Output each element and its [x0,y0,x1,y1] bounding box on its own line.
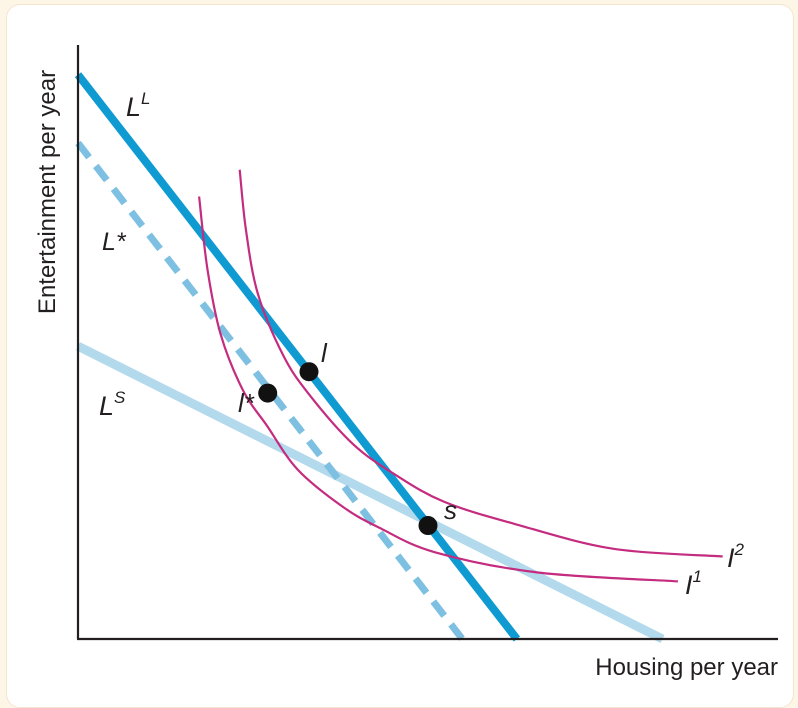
point-label-l: l [321,338,328,368]
label-I2-sup: 2 [734,540,745,559]
point-s [418,516,438,536]
label-I2: I2 [727,540,745,573]
label-LS-main: L [99,391,114,421]
label-LL-sup: L [141,89,150,108]
point-l [299,362,319,382]
label-I1-sup: 1 [693,567,702,586]
point-lstar [258,383,278,403]
label-LS-sup: S [114,388,126,407]
budget-line-LS [75,342,665,644]
label-I1-main: I [685,570,693,600]
y-axis-label: Entertainment per year [34,70,61,314]
label-I1: I1 [685,567,702,600]
budget-line-Lstar [75,140,466,642]
indifference-curve-I1 [198,196,678,583]
label-LL-main: L [126,92,141,122]
label-LS: LS [99,388,126,421]
point-label-s: s [444,495,457,525]
budget-line-LL [74,72,521,642]
label-I2-main: I [727,543,735,573]
chart-frame [6,4,794,708]
label-LL: LL [126,89,151,122]
label-Lstar: L* [102,228,127,256]
point-label-lstar: l* [238,388,255,418]
indifference-curve-I2 [238,169,723,558]
x-axis-label: Housing per year [595,654,778,681]
plot-lines [74,72,723,644]
label-Lstar-main: L* [102,228,127,256]
